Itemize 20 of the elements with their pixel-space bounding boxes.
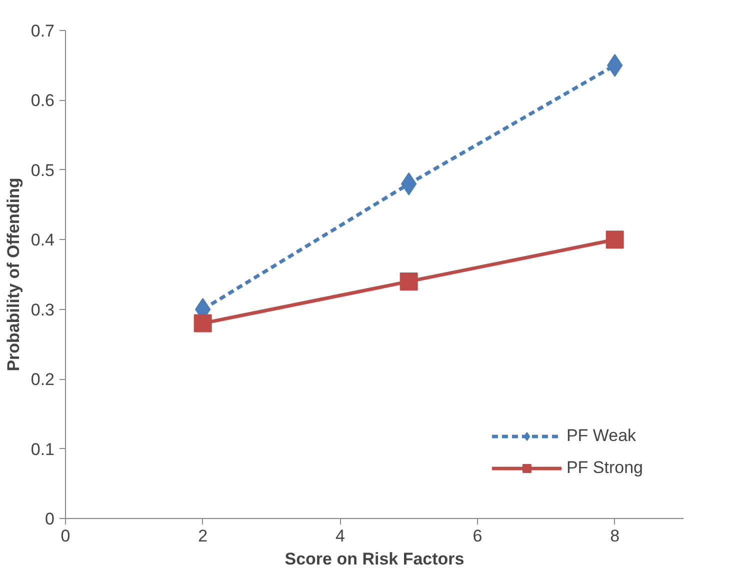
x-tick-label: 8 [610, 526, 620, 546]
y-tick-label: 0.2 [30, 370, 55, 390]
y-axis-title: Probability of Offending [4, 178, 23, 372]
point [606, 230, 624, 249]
point [194, 314, 212, 332]
x-tick-label: 0 [60, 526, 70, 546]
x-tick-label: 2 [198, 526, 208, 546]
y-tick-label: 0.3 [30, 300, 55, 320]
x-axis-title: Score on Risk Factors [284, 550, 464, 568]
y-tick-label: 0.7 [30, 22, 55, 40]
y-tick-label: 0.1 [30, 440, 55, 459]
point [400, 272, 418, 290]
y-tick-label: 0.4 [30, 230, 55, 250]
legend-label: PF Strong [566, 458, 643, 478]
y-tick-label: 0 [45, 510, 55, 528]
x-tick-label: 4 [335, 526, 345, 546]
x-tick-label: 6 [472, 526, 482, 546]
legend-label: PF Weak [566, 426, 636, 446]
y-tick-label: 0.5 [30, 160, 55, 180]
y-tick-label: 0.6 [30, 91, 55, 110]
